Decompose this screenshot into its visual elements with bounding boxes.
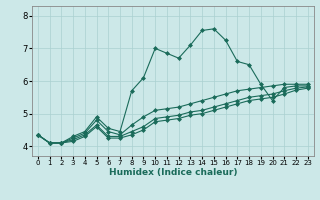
- X-axis label: Humidex (Indice chaleur): Humidex (Indice chaleur): [108, 168, 237, 177]
